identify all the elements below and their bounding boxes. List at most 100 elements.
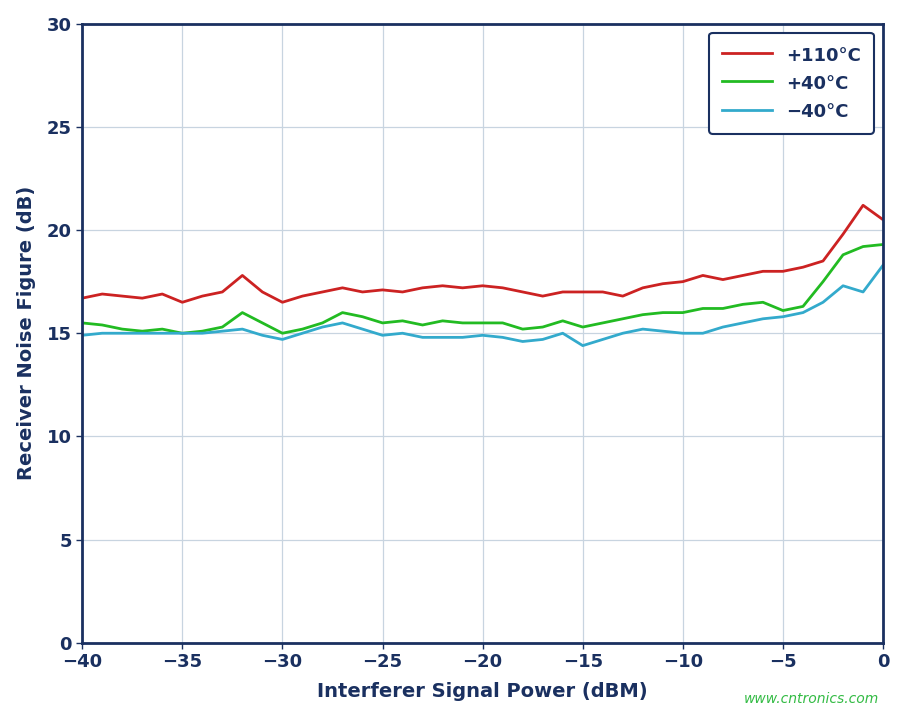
−40°C bbox=[718, 322, 728, 331]
+110°C bbox=[617, 292, 628, 300]
X-axis label: Interferer Signal Power (dBM): Interferer Signal Power (dBM) bbox=[317, 682, 648, 701]
+40°C bbox=[197, 327, 207, 335]
+110°C bbox=[137, 294, 148, 302]
+110°C bbox=[277, 298, 288, 307]
−40°C bbox=[698, 329, 708, 337]
−40°C bbox=[477, 331, 488, 340]
+40°C bbox=[277, 329, 288, 337]
−40°C bbox=[217, 327, 227, 335]
+110°C bbox=[777, 267, 788, 276]
+110°C bbox=[417, 284, 428, 292]
−40°C bbox=[97, 329, 108, 337]
+110°C bbox=[477, 281, 488, 290]
+40°C bbox=[477, 319, 488, 327]
+110°C bbox=[737, 271, 748, 280]
+40°C bbox=[497, 319, 508, 327]
+110°C bbox=[458, 284, 468, 292]
+40°C bbox=[678, 308, 689, 317]
+110°C bbox=[817, 257, 828, 266]
+40°C bbox=[737, 300, 748, 309]
+40°C bbox=[878, 241, 889, 249]
+110°C bbox=[197, 292, 207, 300]
+40°C bbox=[597, 319, 608, 327]
Line: −40°C: −40°C bbox=[82, 265, 883, 345]
+40°C bbox=[458, 319, 468, 327]
+40°C bbox=[557, 317, 568, 325]
+110°C bbox=[317, 288, 328, 297]
+40°C bbox=[638, 310, 649, 319]
Text: www.cntronics.com: www.cntronics.com bbox=[744, 692, 879, 707]
−40°C bbox=[177, 329, 188, 337]
+40°C bbox=[838, 251, 849, 259]
+40°C bbox=[257, 319, 268, 327]
+40°C bbox=[397, 317, 408, 325]
+40°C bbox=[117, 325, 128, 333]
+110°C bbox=[577, 288, 588, 297]
+40°C bbox=[777, 306, 788, 314]
−40°C bbox=[517, 337, 528, 346]
+40°C bbox=[757, 298, 768, 307]
+110°C bbox=[237, 271, 248, 280]
+40°C bbox=[297, 325, 308, 333]
−40°C bbox=[757, 314, 768, 323]
−40°C bbox=[638, 325, 649, 333]
+40°C bbox=[97, 321, 108, 330]
+110°C bbox=[257, 288, 268, 297]
+110°C bbox=[297, 292, 308, 300]
+110°C bbox=[718, 275, 728, 284]
+110°C bbox=[858, 201, 869, 210]
+110°C bbox=[397, 288, 408, 297]
−40°C bbox=[377, 331, 388, 340]
−40°C bbox=[277, 335, 288, 344]
+40°C bbox=[177, 329, 188, 337]
+40°C bbox=[237, 308, 248, 317]
+110°C bbox=[757, 267, 768, 276]
−40°C bbox=[617, 329, 628, 337]
+110°C bbox=[377, 286, 388, 294]
−40°C bbox=[197, 329, 207, 337]
+110°C bbox=[537, 292, 548, 300]
−40°C bbox=[858, 288, 869, 297]
+110°C bbox=[658, 279, 669, 288]
−40°C bbox=[458, 333, 468, 342]
+40°C bbox=[337, 308, 348, 317]
+40°C bbox=[817, 277, 828, 286]
−40°C bbox=[537, 335, 548, 344]
−40°C bbox=[777, 312, 788, 321]
−40°C bbox=[597, 335, 608, 344]
−40°C bbox=[77, 331, 88, 340]
+110°C bbox=[97, 290, 108, 299]
+110°C bbox=[177, 298, 188, 307]
+110°C bbox=[438, 281, 448, 290]
+110°C bbox=[117, 292, 128, 300]
+110°C bbox=[217, 288, 227, 297]
−40°C bbox=[417, 333, 428, 342]
+40°C bbox=[858, 242, 869, 251]
−40°C bbox=[357, 325, 368, 333]
−40°C bbox=[497, 333, 508, 342]
+40°C bbox=[797, 302, 808, 311]
+40°C bbox=[658, 308, 669, 317]
−40°C bbox=[317, 322, 328, 331]
−40°C bbox=[658, 327, 669, 335]
−40°C bbox=[678, 329, 689, 337]
+40°C bbox=[317, 319, 328, 327]
+40°C bbox=[357, 312, 368, 321]
+40°C bbox=[698, 304, 708, 313]
−40°C bbox=[137, 329, 148, 337]
−40°C bbox=[337, 319, 348, 327]
+40°C bbox=[537, 322, 548, 331]
+40°C bbox=[577, 322, 588, 331]
−40°C bbox=[878, 261, 889, 269]
+110°C bbox=[517, 288, 528, 297]
+40°C bbox=[377, 319, 388, 327]
+40°C bbox=[438, 317, 448, 325]
−40°C bbox=[397, 329, 408, 337]
−40°C bbox=[737, 319, 748, 327]
+110°C bbox=[557, 288, 568, 297]
+110°C bbox=[698, 271, 708, 280]
+40°C bbox=[517, 325, 528, 333]
Y-axis label: Receiver Noise Figure (dB): Receiver Noise Figure (dB) bbox=[16, 186, 35, 480]
−40°C bbox=[797, 308, 808, 317]
+40°C bbox=[617, 314, 628, 323]
